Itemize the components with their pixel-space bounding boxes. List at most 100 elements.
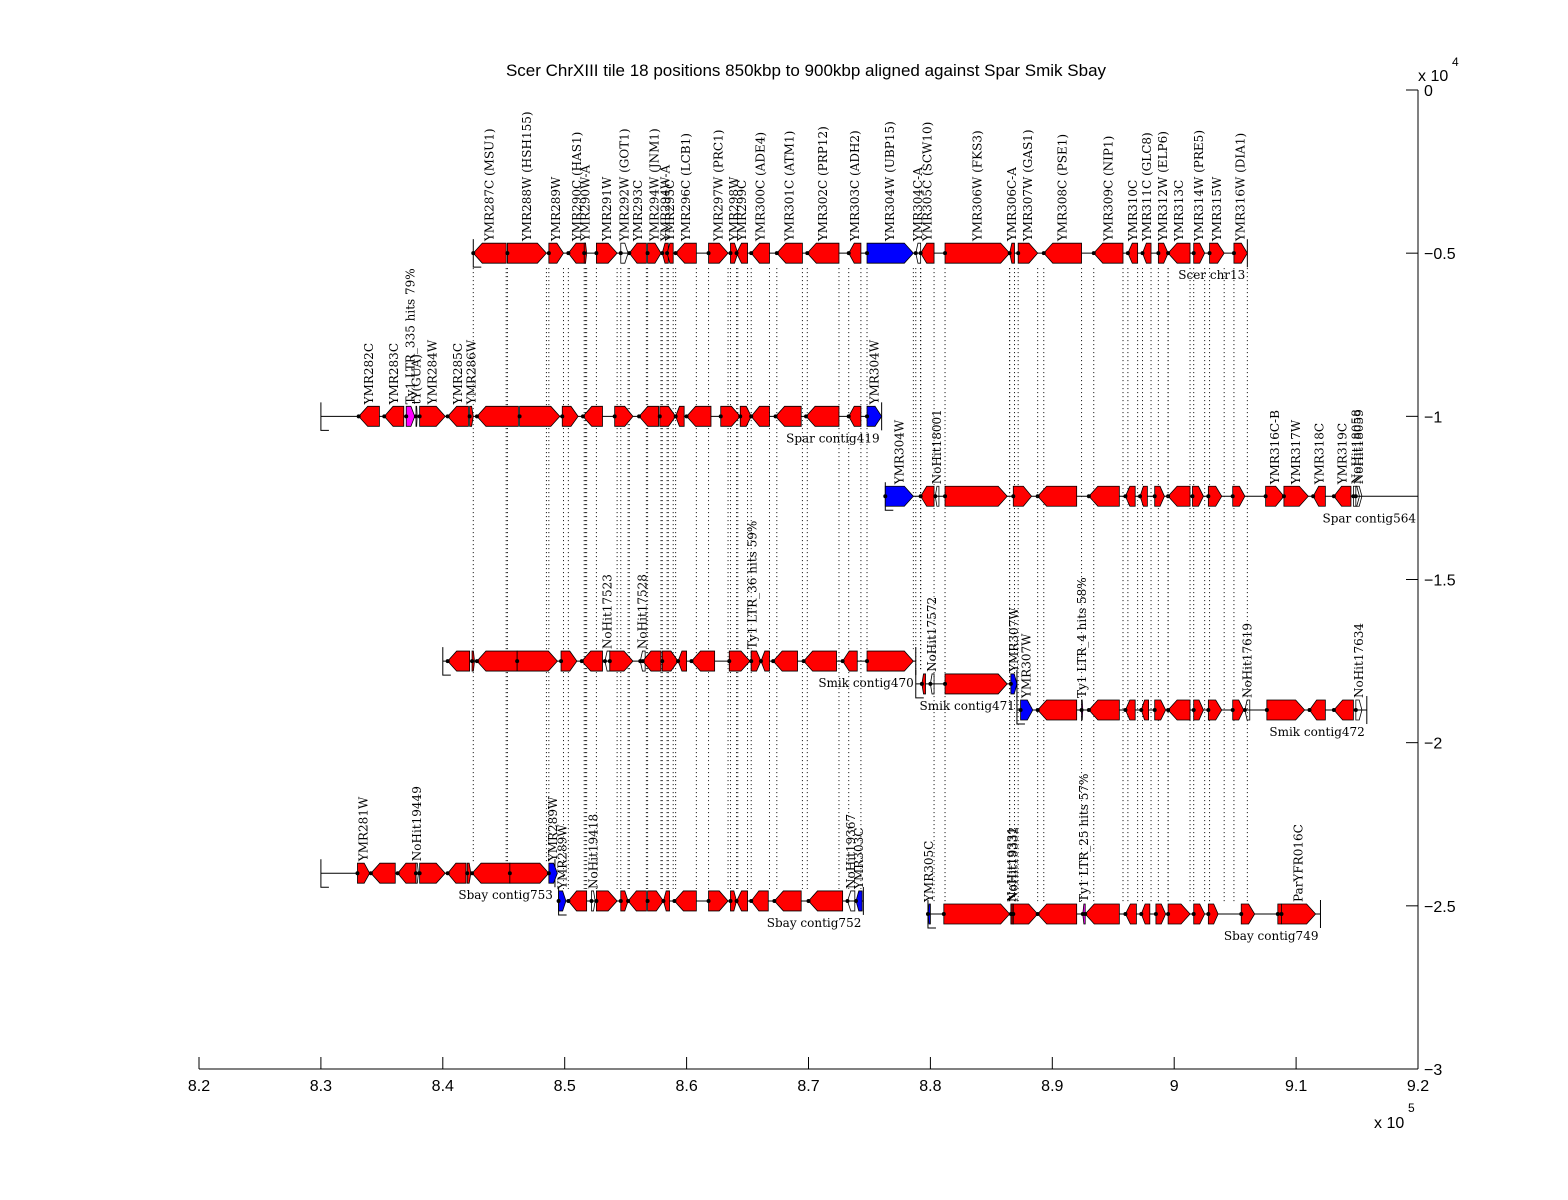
gene-junction — [854, 898, 859, 903]
gene-label: YMR298W — [727, 176, 741, 242]
gene-junction — [1166, 708, 1171, 713]
gene-label: YMR302C (PRP12) — [816, 126, 830, 242]
gene-junction — [660, 251, 665, 256]
gene-label: Ty1 LTR_335 hits 79% — [403, 268, 417, 404]
gene-arrow — [560, 650, 578, 672]
gene-junction — [474, 659, 479, 664]
gene-arrow — [720, 405, 741, 427]
gene-junction — [749, 659, 754, 664]
gene-label: NoHit17619 — [1240, 623, 1254, 698]
gene-label: YMR282C — [362, 343, 376, 405]
gene-label: YMR297W (PRC1) — [711, 130, 725, 243]
gene-arrow — [1355, 699, 1363, 721]
contig-tracks: YMR287C (MSU1) YMR288W (HSH155) YMR289W YMR… — [320, 111, 1419, 943]
gene-label: YMR300C (ADE4) — [753, 132, 767, 242]
gene-junction — [594, 251, 599, 256]
track: YMR304W NoHit18001 YMR316C-B YMR317W YMR318C… — [883, 409, 1419, 525]
gene-label: YMR314W (PRE5) — [1192, 130, 1206, 242]
gene-junction — [1138, 494, 1143, 499]
gene-junction — [801, 659, 806, 664]
gene-label: YMR288W (HSH155) — [520, 111, 534, 242]
gene-junction — [1018, 708, 1023, 713]
gene-arrow — [750, 650, 762, 672]
gene-junction — [559, 659, 564, 664]
alignment-connectors — [472, 268, 1248, 902]
gene-junction — [470, 871, 475, 876]
gene-arrow — [1154, 699, 1167, 721]
y-tick-label: −3 — [1424, 1062, 1442, 1079]
axes: 8.2 8.3 8.4 8.5 8.6 8.7 8.8 8.9 9 9.1 9.2 x 10 5 0 −0.… — [188, 55, 1459, 1132]
contig-start-bracket — [915, 669, 924, 699]
gene-label: YMR318C — [1312, 423, 1326, 485]
gene-arrow — [614, 405, 634, 427]
gene-junction — [1125, 251, 1130, 256]
gene-junction — [507, 871, 512, 876]
x-tick-label: 9.1 — [1285, 1078, 1307, 1095]
gene-label: YMR316C-B — [1268, 410, 1282, 485]
gene-junction — [1206, 494, 1211, 499]
gene-arrow — [476, 405, 519, 427]
gene-junction — [1275, 911, 1280, 916]
gene-junction — [943, 681, 948, 686]
gene-junction — [1166, 494, 1171, 499]
y-tick-label: −0.5 — [1424, 246, 1456, 263]
gene-junction — [1140, 251, 1145, 256]
gene-label: YMR307W — [1007, 607, 1021, 673]
gene-arrow — [772, 650, 798, 672]
contig-start-bracket — [320, 859, 329, 888]
gene-arrow — [558, 890, 567, 912]
gene-label: NoHit19331 — [1005, 827, 1019, 902]
gene-label: YMR290W-A — [578, 165, 592, 243]
gene-arrow — [1232, 699, 1245, 721]
gene-junction — [1041, 251, 1046, 256]
gene-arrow — [730, 890, 737, 912]
gene-label: Ty1 LTR_36 hits 59% — [745, 521, 759, 649]
gene-junction — [580, 414, 585, 419]
gene-arrow — [675, 242, 697, 264]
gene-arrow — [1207, 699, 1223, 721]
gene-label: YMR292W (GOT1) — [617, 128, 631, 242]
gene-junction — [1079, 708, 1084, 713]
gene-arrow — [677, 650, 687, 672]
gene-arrow — [1309, 699, 1326, 721]
gene-arrow — [472, 242, 507, 264]
gene-junction — [1156, 251, 1161, 256]
gene-junction — [772, 898, 777, 903]
gene-arrow — [447, 650, 471, 672]
x-tick-label: 8.9 — [1041, 1078, 1063, 1095]
gene-arrow — [728, 650, 751, 672]
gene-arrow — [943, 903, 1011, 925]
gene-junction — [1353, 494, 1358, 499]
gene-junction — [918, 251, 923, 256]
x-tick-label: 8.6 — [675, 1078, 697, 1095]
gene-junction — [355, 871, 360, 876]
gene-label: YMR307W — [1020, 633, 1034, 699]
gene-junction — [637, 414, 642, 419]
gene-label: YMR308C (PSE1) — [1056, 134, 1070, 242]
gene-junction — [1206, 911, 1211, 916]
gene-arrow — [507, 242, 547, 264]
gene-label: YMR312W (ELP6) — [1156, 131, 1170, 242]
gene-arrow — [708, 242, 729, 264]
gene-label: YMR294W-A — [658, 165, 672, 243]
gene-junction — [749, 251, 754, 256]
gene-junction — [1190, 494, 1195, 499]
contig-name: Sbay contig749 — [1224, 929, 1319, 943]
gene-junction — [706, 898, 711, 903]
contig-name: Smik contig470 — [818, 676, 913, 690]
gene-arrow — [595, 890, 618, 912]
gene-arrow — [884, 485, 914, 507]
gene-label: Ty1 LTR_25 hits 57% — [1077, 774, 1091, 902]
gene-arrow — [1154, 485, 1165, 507]
gene-arrow — [561, 405, 579, 427]
gene-arrow — [1193, 903, 1206, 925]
gene-arrow — [628, 242, 647, 264]
gene-arrow — [663, 890, 670, 912]
gene-arrow — [1283, 485, 1309, 507]
gene-junction — [1331, 494, 1336, 499]
gene-arrow — [1043, 242, 1082, 264]
gene-arrow — [1233, 242, 1248, 264]
track: YMR282C YMR283C Ty1 LTR_335 hits 79%tY(GUA… — [320, 268, 883, 445]
gene-junction — [1139, 708, 1144, 713]
